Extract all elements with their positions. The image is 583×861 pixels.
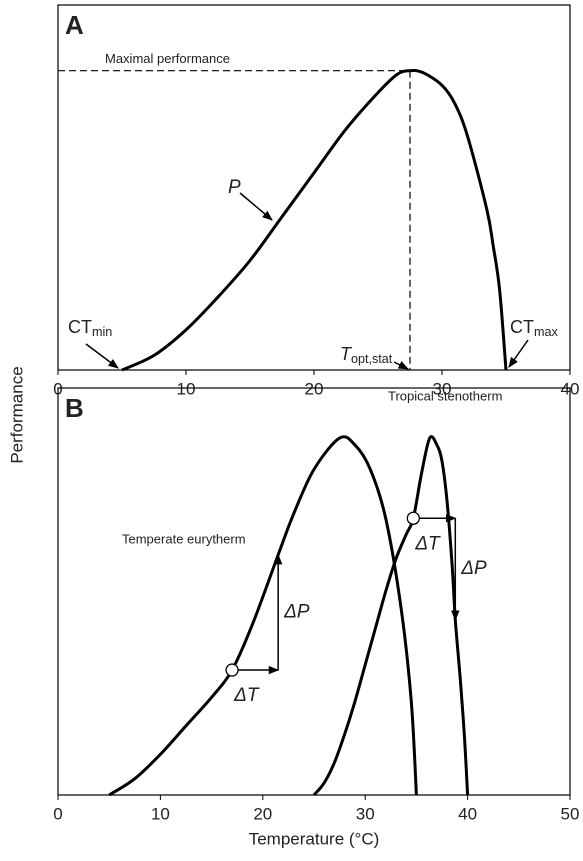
x-tick-label: 20 — [305, 379, 324, 398]
annotation-text: CT — [510, 317, 534, 337]
x-tick-label: 10 — [177, 379, 196, 398]
delta-t-label: ΔT — [414, 533, 441, 554]
x-tick-label: 20 — [253, 804, 272, 823]
annotation-arrow — [239, 192, 273, 221]
x-tick-label: 50 — [561, 804, 580, 823]
annotation: P — [228, 177, 241, 198]
start-point — [225, 663, 239, 677]
delta-t-label: ΔT — [233, 685, 260, 706]
annotation-subscript: max — [534, 325, 558, 339]
y-axis-label: Performance — [7, 366, 26, 463]
annotation-text: Maximal performance — [105, 51, 230, 66]
x-tick-label: 40 — [458, 804, 477, 823]
annotation: CTmin — [68, 317, 112, 340]
annotation-arrow — [508, 339, 529, 368]
start-point — [406, 511, 420, 525]
annotation: Maximal performance — [105, 51, 230, 66]
series-label: Tropical stenotherm — [388, 388, 502, 403]
panel-label: B — [65, 393, 84, 423]
panel-label: A — [65, 10, 84, 40]
x-tick-label: 10 — [151, 804, 170, 823]
delta-p-label: ΔP — [460, 558, 487, 579]
x-axis-label: Temperature (°C) — [249, 829, 380, 848]
delta-p-label: ΔP — [283, 601, 310, 622]
series-label: Temperate eurytherm — [122, 531, 246, 546]
performance-curve — [121, 69, 508, 372]
annotation: CTmax — [510, 317, 558, 340]
x-tick-label: 0 — [53, 804, 62, 823]
x-tick-label: 30 — [433, 379, 452, 398]
annotation-subscript: min — [92, 325, 112, 339]
performance-curve — [108, 435, 418, 797]
annotation-text: T — [340, 344, 353, 364]
max-guide — [58, 70, 411, 370]
annotation-arrow — [393, 361, 409, 370]
annotation-arrow — [85, 343, 119, 369]
x-tick-label: 30 — [356, 804, 375, 823]
annotation-text: CT — [68, 317, 92, 337]
annotation: Topt,stat — [340, 344, 393, 367]
performance-curve — [312, 435, 470, 796]
plot-frame — [57, 387, 571, 796]
annotation-subscript: opt,stat — [351, 352, 393, 366]
annotation-text: P — [228, 177, 241, 198]
